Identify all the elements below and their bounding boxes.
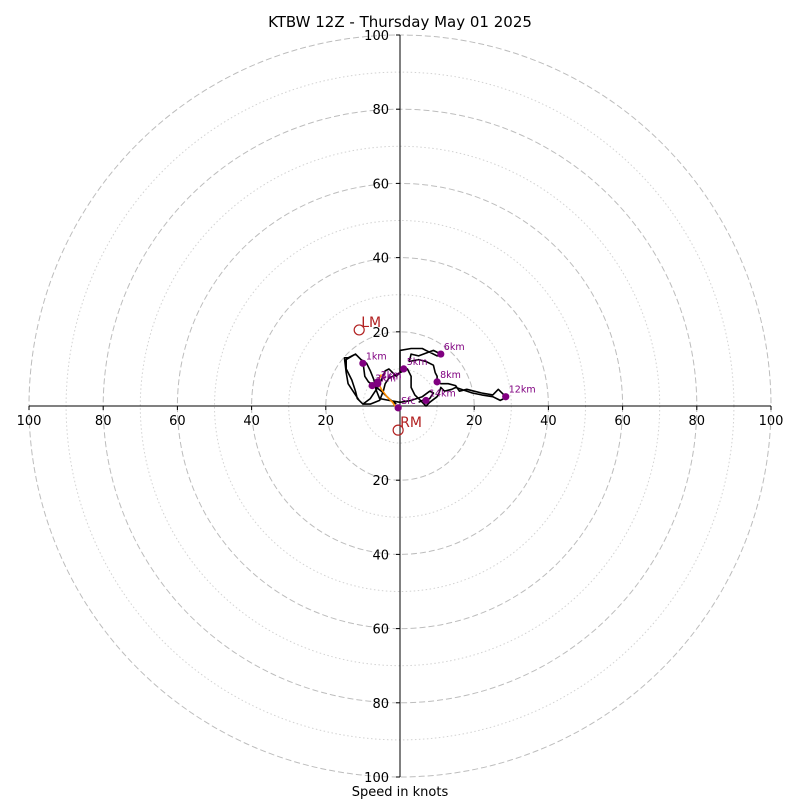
x-tick-label: 100 <box>759 414 784 429</box>
x-tick-label: 20 <box>466 414 483 429</box>
height-point-1km <box>359 359 367 367</box>
x-tick-label: 80 <box>95 414 112 429</box>
height-label-4km: 4km <box>381 372 402 383</box>
y-tick-label: 80 <box>372 103 389 118</box>
height-point-Sfc <box>394 404 402 412</box>
axes: 100 80 60 40 20 20 40 60 80 100 100 80 60 40 20 20 40 60 8… <box>17 29 784 786</box>
height-label-5km: 5km <box>407 357 428 368</box>
height-label-3km: 3km <box>375 374 396 385</box>
storm-motion-marker-RM <box>392 424 404 436</box>
height-label-1km: 1km <box>366 351 387 362</box>
y-tick-label: 40 <box>372 252 389 267</box>
height-point-8km <box>433 378 441 386</box>
chart-title: KTBW 12Z - Thursday May 01 2025 <box>268 13 532 31</box>
x-tick-label: 40 <box>243 414 260 429</box>
y-tick-label: 60 <box>372 177 389 192</box>
y-tick-label: 100 <box>364 29 389 44</box>
height-point-6km <box>437 350 445 358</box>
storm-motion-label-RM: RM <box>400 415 422 431</box>
height-label-2km: 2km <box>381 370 402 381</box>
x-tick-label: 60 <box>614 414 631 429</box>
x-tick-label: 60 <box>169 414 186 429</box>
x-tick-label: 80 <box>689 414 706 429</box>
height-label-12km: 12km <box>509 385 536 396</box>
y-tick-label: 80 <box>372 697 389 712</box>
storm-motion-markers: LM RM <box>353 315 422 436</box>
y-tick-label: 100 <box>364 771 389 786</box>
height-point-4km <box>374 380 382 388</box>
height-point-12km <box>502 393 510 401</box>
y-tick-label: 40 <box>372 548 389 563</box>
y-tick-label: 20 <box>372 474 389 489</box>
storm-motion-marker-LM <box>353 324 365 336</box>
x-axis-label: Speed in knots <box>352 785 449 800</box>
x-tick-label: 20 <box>318 414 335 429</box>
height-point-3km <box>368 381 376 390</box>
height-label-Sfc: Sfc <box>401 396 416 407</box>
height-point-5km <box>400 365 408 373</box>
storm-motion-label-LM: LM <box>361 315 381 331</box>
height-label-14km: 14km <box>429 388 456 399</box>
y-tick-label: 60 <box>372 623 389 638</box>
x-tick-label: 40 <box>540 414 557 429</box>
y-tick-label: 20 <box>372 326 389 341</box>
height-point-14km <box>422 396 430 405</box>
x-tick-label: 100 <box>17 414 42 429</box>
height-label-8km: 8km <box>440 370 461 381</box>
height-label-6km: 6km <box>444 342 465 353</box>
